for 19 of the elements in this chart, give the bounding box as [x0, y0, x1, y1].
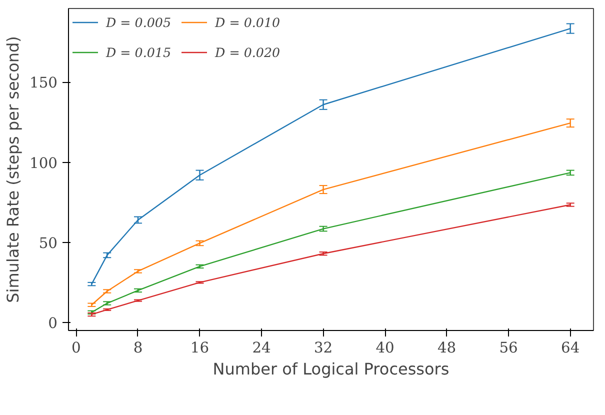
x-tick-label: 8	[133, 340, 143, 356]
legend-label: D = 0.010	[215, 14, 280, 30]
x-tick-label: 16	[190, 340, 210, 356]
x-tick-label: 48	[437, 340, 456, 356]
y-axis-title: Simulate Rate (steps per second)	[4, 36, 23, 303]
x-tick-label: 40	[376, 340, 394, 356]
x-tick-label: 0	[72, 340, 81, 356]
legend-label: D = 0.015	[106, 44, 172, 60]
y-tick-label: 100	[30, 154, 58, 172]
y-tick-label: 150	[30, 74, 58, 92]
y-tick-label: 0	[48, 314, 58, 332]
legend-label: D = 0.005	[106, 14, 172, 30]
x-tick-label: 64	[561, 340, 580, 356]
x-axis-title: Number of Logical Processors	[212, 360, 450, 378]
x-tick-label: 24	[252, 340, 271, 356]
y-tick-label: 50	[38, 234, 58, 252]
legend-label: D = 0.020	[215, 44, 280, 60]
x-tick-label: 56	[499, 340, 518, 356]
x-tick-label: 32	[314, 340, 333, 356]
